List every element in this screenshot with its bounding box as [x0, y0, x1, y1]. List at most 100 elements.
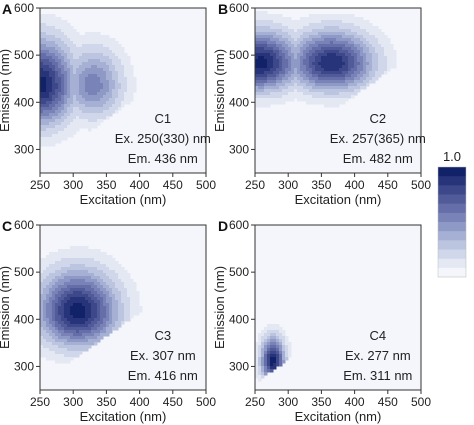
heat-cell: [121, 83, 125, 87]
heat-cell: [73, 131, 77, 135]
heat-cell: [321, 98, 325, 102]
heat-cell: [91, 321, 95, 325]
heat-cell: [270, 351, 274, 355]
heat-cell: [64, 273, 68, 277]
heat-cell: [58, 321, 62, 325]
heat-cell: [118, 92, 122, 96]
heat-cell: [127, 300, 131, 304]
heat-cell: [297, 32, 301, 36]
heat-cell: [282, 32, 286, 36]
heat-cell: [387, 50, 391, 54]
heat-cell: [279, 363, 283, 367]
heat-cell: [79, 71, 83, 75]
axis-frame-d: [254, 224, 422, 391]
heat-cell: [124, 273, 128, 277]
heat-cell: [369, 74, 373, 78]
excitation-annotation: Ex. 307 nm: [130, 348, 196, 363]
heat-cell: [258, 104, 262, 108]
heat-cell: [94, 282, 98, 286]
heat-cell: [294, 59, 298, 63]
heat-cell: [279, 339, 283, 343]
heat-cell: [79, 342, 83, 346]
heat-cell: [127, 288, 131, 292]
heat-cell: [52, 62, 56, 66]
heat-cell: [52, 318, 56, 322]
heat-cell: [46, 56, 50, 60]
heat-cell: [100, 327, 104, 331]
heat-cell: [112, 71, 116, 75]
heat-cell: [46, 41, 50, 45]
heat-cell: [363, 53, 367, 57]
x-tick-label: 400: [345, 395, 365, 409]
heat-cell: [255, 375, 259, 379]
heat-cell: [85, 101, 89, 105]
heat-cell: [94, 276, 98, 280]
heat-cell: [333, 98, 337, 102]
heat-cell: [112, 327, 116, 331]
heat-cell: [291, 44, 295, 48]
heat-cell: [79, 83, 83, 87]
heat-cell: [58, 282, 62, 286]
heat-cell: [67, 294, 71, 298]
heat-cell: [91, 303, 95, 307]
heat-cell: [121, 59, 125, 63]
heat-cell: [55, 137, 59, 141]
heat-cell: [40, 137, 44, 141]
heat-cell: [255, 56, 259, 60]
heat-cell: [369, 68, 373, 72]
heat-cell: [291, 35, 295, 39]
heat-cell: [318, 80, 322, 84]
x-tick-label: 400: [130, 395, 150, 409]
heat-cell: [82, 50, 86, 54]
heat-cell: [88, 128, 92, 132]
heat-cell: [258, 363, 262, 367]
heat-cell: [124, 306, 128, 310]
heat-cell: [91, 309, 95, 313]
heat-cell: [49, 297, 53, 301]
heat-cell: [73, 306, 77, 310]
heat-cell: [270, 71, 274, 75]
heat-cell: [118, 44, 122, 48]
heat-cell: [127, 306, 131, 310]
heat-cell: [372, 50, 376, 54]
heat-cell: [67, 62, 71, 66]
heat-cell: [288, 62, 292, 66]
heat-cell: [58, 107, 62, 111]
heat-cell: [85, 119, 89, 123]
heat-cell: [55, 101, 59, 105]
heat-cell: [261, 80, 265, 84]
heat-cell: [85, 291, 89, 295]
heat-cell: [336, 41, 340, 45]
heat-cell: [267, 342, 271, 346]
heat-cell: [40, 29, 44, 33]
heat-cell: [106, 101, 110, 105]
heat-cell: [288, 41, 292, 45]
heat-cell: [375, 38, 379, 42]
heat-cell: [357, 80, 361, 84]
heat-cell: [309, 14, 313, 18]
heat-cell: [88, 249, 92, 253]
heat-cell: [357, 62, 361, 66]
heat-cell: [267, 65, 271, 69]
heat-cell: [103, 252, 107, 256]
heat-cell: [88, 41, 92, 45]
heat-cell: [306, 35, 310, 39]
heat-cell: [109, 279, 113, 283]
heat-cell: [79, 249, 83, 253]
heat-cell: [52, 276, 56, 280]
heat-cell: [61, 339, 65, 343]
heat-cell: [336, 80, 340, 84]
heat-cell: [49, 273, 53, 277]
heat-cell: [82, 116, 86, 120]
heat-cell: [279, 89, 283, 93]
heat-cell: [390, 53, 394, 57]
heat-cell: [121, 95, 125, 99]
heat-cell: [115, 80, 119, 84]
heat-cell: [46, 35, 50, 39]
heat-cell: [91, 89, 95, 93]
heat-cell: [333, 104, 337, 108]
heat-cell: [294, 26, 298, 30]
heat-cell: [312, 62, 316, 66]
heat-cell: [121, 74, 125, 78]
heat-cell: [64, 288, 68, 292]
